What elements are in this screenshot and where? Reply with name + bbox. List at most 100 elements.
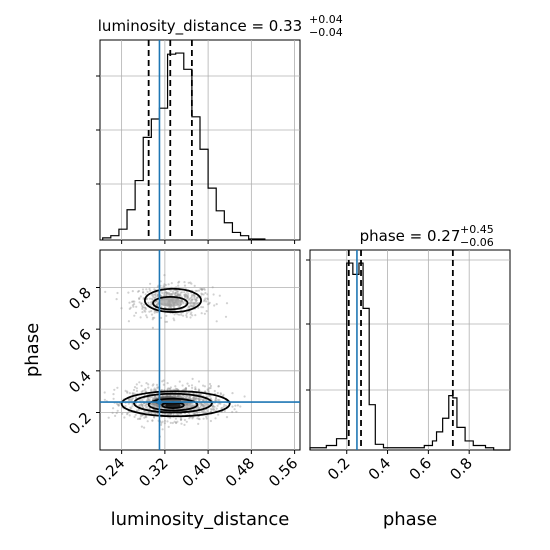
sample-point — [185, 314, 188, 317]
sample-point — [204, 297, 207, 300]
sample-point — [217, 385, 220, 388]
sample-point — [127, 398, 130, 401]
sample-point — [195, 411, 199, 414]
sample-point — [148, 287, 151, 291]
sample-point — [127, 320, 130, 323]
sample-point — [140, 402, 143, 406]
sample-point — [206, 293, 209, 296]
sample-point — [201, 403, 204, 406]
sample-point — [231, 392, 234, 395]
sample-point — [194, 302, 197, 305]
sample-point — [181, 384, 184, 387]
sample-point — [166, 382, 169, 385]
sample-point — [202, 293, 205, 296]
sample-point — [196, 289, 199, 292]
ld-title-plus: +0.04 — [309, 13, 343, 26]
sample-point — [141, 304, 144, 307]
sample-point — [156, 311, 159, 314]
sample-point — [180, 299, 183, 302]
sample-point — [129, 306, 132, 309]
sample-point — [225, 416, 229, 419]
sample-point — [217, 413, 220, 416]
sample-point — [111, 411, 114, 414]
sample-point — [225, 302, 229, 305]
y-tick-label: 0.6 — [65, 325, 95, 355]
sample-point — [142, 306, 145, 309]
sample-point — [132, 388, 136, 392]
sample-point — [191, 301, 194, 304]
sample-point — [197, 417, 200, 420]
sample-point — [153, 387, 156, 390]
x-axis-label-phase: phase — [383, 509, 437, 530]
sample-point — [149, 282, 152, 285]
sample-point — [194, 300, 197, 303]
sample-point — [174, 291, 177, 294]
sample-point — [116, 386, 119, 389]
sample-point — [173, 292, 176, 295]
sample-point — [146, 396, 149, 399]
sample-point — [184, 395, 187, 398]
sample-point — [132, 305, 135, 308]
sample-point — [193, 296, 196, 299]
sample-point — [156, 406, 159, 409]
sample-point — [141, 311, 144, 314]
sample-point — [174, 387, 177, 390]
sample-point — [184, 294, 187, 297]
sample-point — [137, 289, 141, 293]
sample-point — [155, 303, 158, 306]
sample-point — [160, 295, 163, 298]
sample-point — [187, 306, 190, 309]
sample-point — [131, 402, 134, 405]
sample-point — [135, 409, 138, 412]
sample-point — [202, 399, 205, 402]
sample-point — [201, 403, 205, 406]
sample-point — [187, 405, 190, 408]
sample-point — [113, 388, 116, 391]
sample-point — [160, 388, 164, 392]
sample-point — [191, 302, 194, 305]
sample-point — [193, 301, 196, 304]
sample-point — [176, 292, 179, 295]
sample-point — [177, 394, 180, 397]
sample-point — [176, 291, 179, 294]
ld-marginal-axes — [99, 39, 301, 241]
sample-point — [172, 317, 175, 320]
sample-point — [173, 420, 176, 423]
sample-point — [202, 384, 205, 387]
sample-point — [177, 293, 180, 296]
sample-point — [189, 403, 192, 406]
sample-point — [195, 299, 198, 302]
density-patch — [159, 297, 182, 307]
sample-point — [173, 319, 176, 322]
sample-point — [183, 281, 186, 284]
sample-point — [131, 405, 134, 408]
y-tick-label: 0.4 — [65, 367, 95, 397]
sample-point — [225, 404, 228, 407]
sample-point — [178, 304, 181, 307]
x-tick-label: 0.56 — [265, 454, 301, 490]
sample-point — [194, 386, 197, 389]
sample-point — [219, 393, 222, 396]
sample-point — [137, 409, 140, 412]
sample-point — [152, 396, 155, 400]
contour-line — [133, 392, 213, 414]
sample-point — [145, 288, 148, 291]
sample-point — [161, 420, 164, 423]
sample-point — [195, 296, 198, 300]
sample-point — [116, 409, 119, 412]
sample-point — [146, 316, 149, 319]
sample-point — [195, 397, 198, 400]
sample-point — [172, 388, 175, 391]
sample-point — [197, 397, 200, 400]
sample-point — [160, 316, 163, 319]
sample-point — [203, 404, 206, 407]
sample-point — [145, 416, 148, 419]
sample-point — [231, 410, 234, 414]
sample-point — [196, 406, 200, 409]
sample-point — [214, 417, 217, 420]
sample-point — [199, 393, 203, 397]
sample-point — [141, 307, 144, 310]
sample-point — [103, 391, 106, 394]
sample-point — [104, 290, 107, 293]
sample-point — [216, 391, 219, 395]
